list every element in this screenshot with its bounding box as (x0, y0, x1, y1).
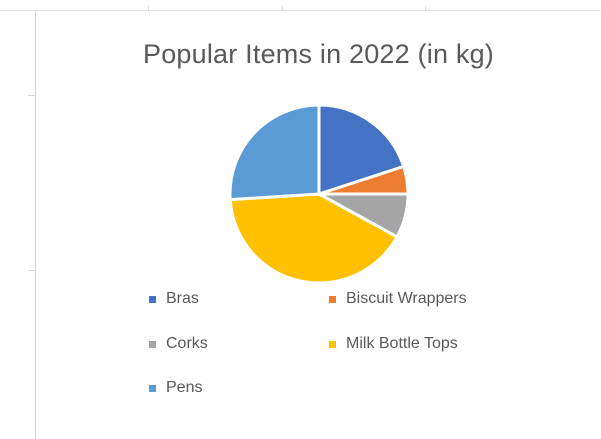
sheet-left-border (35, 10, 36, 439)
legend-swatch (149, 384, 156, 392)
row-tick (28, 270, 35, 271)
pie-slice-bras[interactable] (317, 103, 406, 196)
legend-item-milk-bottle-tops[interactable]: Milk Bottle Tops (329, 334, 458, 354)
legend-swatch (329, 340, 336, 348)
column-tick (282, 6, 283, 11)
chart-area[interactable]: Popular Items in 2022 (in kg) Bras Biscui… (36, 11, 601, 439)
legend-swatch (149, 295, 156, 303)
row-tick (28, 95, 35, 96)
legend-item-bras[interactable]: Bras (149, 289, 199, 309)
legend-label: Pens (166, 379, 203, 396)
legend-label: Corks (166, 335, 208, 352)
legend-item-pens[interactable]: Pens (149, 378, 202, 398)
legend-item-biscuit-wrappers[interactable]: Biscuit Wrappers (329, 289, 467, 309)
pie-chart (228, 103, 410, 285)
pie-slice-milk-bottle-tops[interactable] (228, 192, 399, 285)
legend-swatch (329, 295, 336, 303)
legend-label: Biscuit Wrappers (346, 290, 467, 307)
chart-title: Popular Items in 2022 (in kg) (143, 39, 494, 69)
column-tick (425, 6, 426, 11)
column-tick (148, 6, 149, 11)
legend-label: Bras (166, 290, 199, 307)
sheet-top-border (0, 10, 601, 11)
legend-item-corks[interactable]: Corks (149, 334, 208, 354)
legend-swatch (149, 340, 156, 348)
pie-slice-pens[interactable] (228, 103, 321, 202)
legend-label: Milk Bottle Tops (346, 335, 458, 352)
